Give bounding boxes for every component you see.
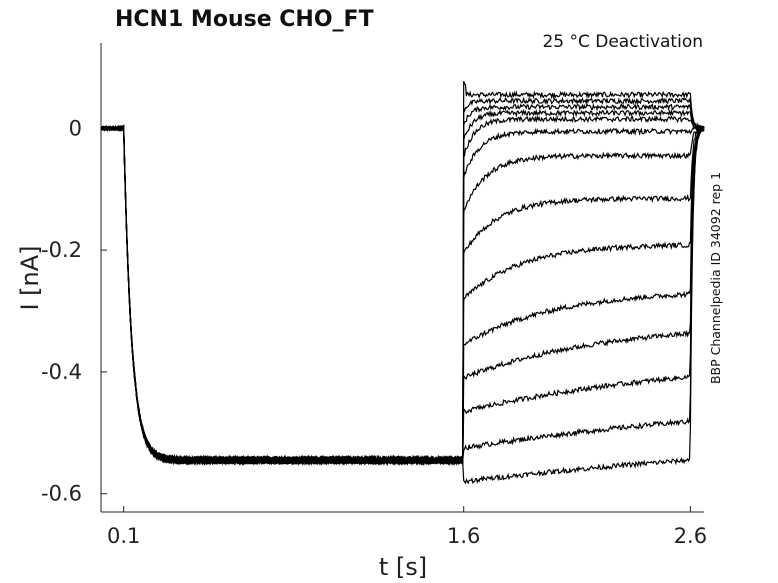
current-trace <box>100 125 705 466</box>
current-trace <box>100 125 705 466</box>
current-trace <box>100 124 705 466</box>
current-trace <box>100 125 705 485</box>
chart-title: HCN1 Mouse CHO_FT <box>115 7 374 32</box>
condition-annotation: 25 °C Deactivation <box>542 32 703 52</box>
current-trace <box>100 125 705 466</box>
current-trace <box>100 114 705 467</box>
y-tick-label: 0 <box>69 116 82 140</box>
current-trace <box>100 124 705 467</box>
x-tick-label: 2.6 <box>674 524 707 548</box>
current-trace <box>100 108 705 466</box>
x-tick-label: 1.6 <box>447 524 480 548</box>
current-trace <box>100 124 705 466</box>
x-axis-label: t [s] <box>379 553 427 581</box>
current-trace <box>100 80 705 466</box>
current-trace <box>100 125 705 466</box>
y-tick-label: -0.2 <box>41 238 82 262</box>
channelpedia-id-label: BBP Channelpedia ID 34092 rep 1 <box>708 172 723 384</box>
current-trace <box>100 102 705 467</box>
current-traces <box>100 80 705 485</box>
ticks: 0.1 1.6 2.6 0 -0.2 -0.4 -0.6 <box>41 116 707 548</box>
y-tick-label: -0.6 <box>41 482 82 506</box>
y-tick-label: -0.4 <box>41 360 82 384</box>
x-tick-label: 0.1 <box>107 524 140 548</box>
y-axis-label: I [nA] <box>16 245 44 310</box>
current-trace <box>100 96 705 467</box>
current-trace <box>100 125 705 466</box>
